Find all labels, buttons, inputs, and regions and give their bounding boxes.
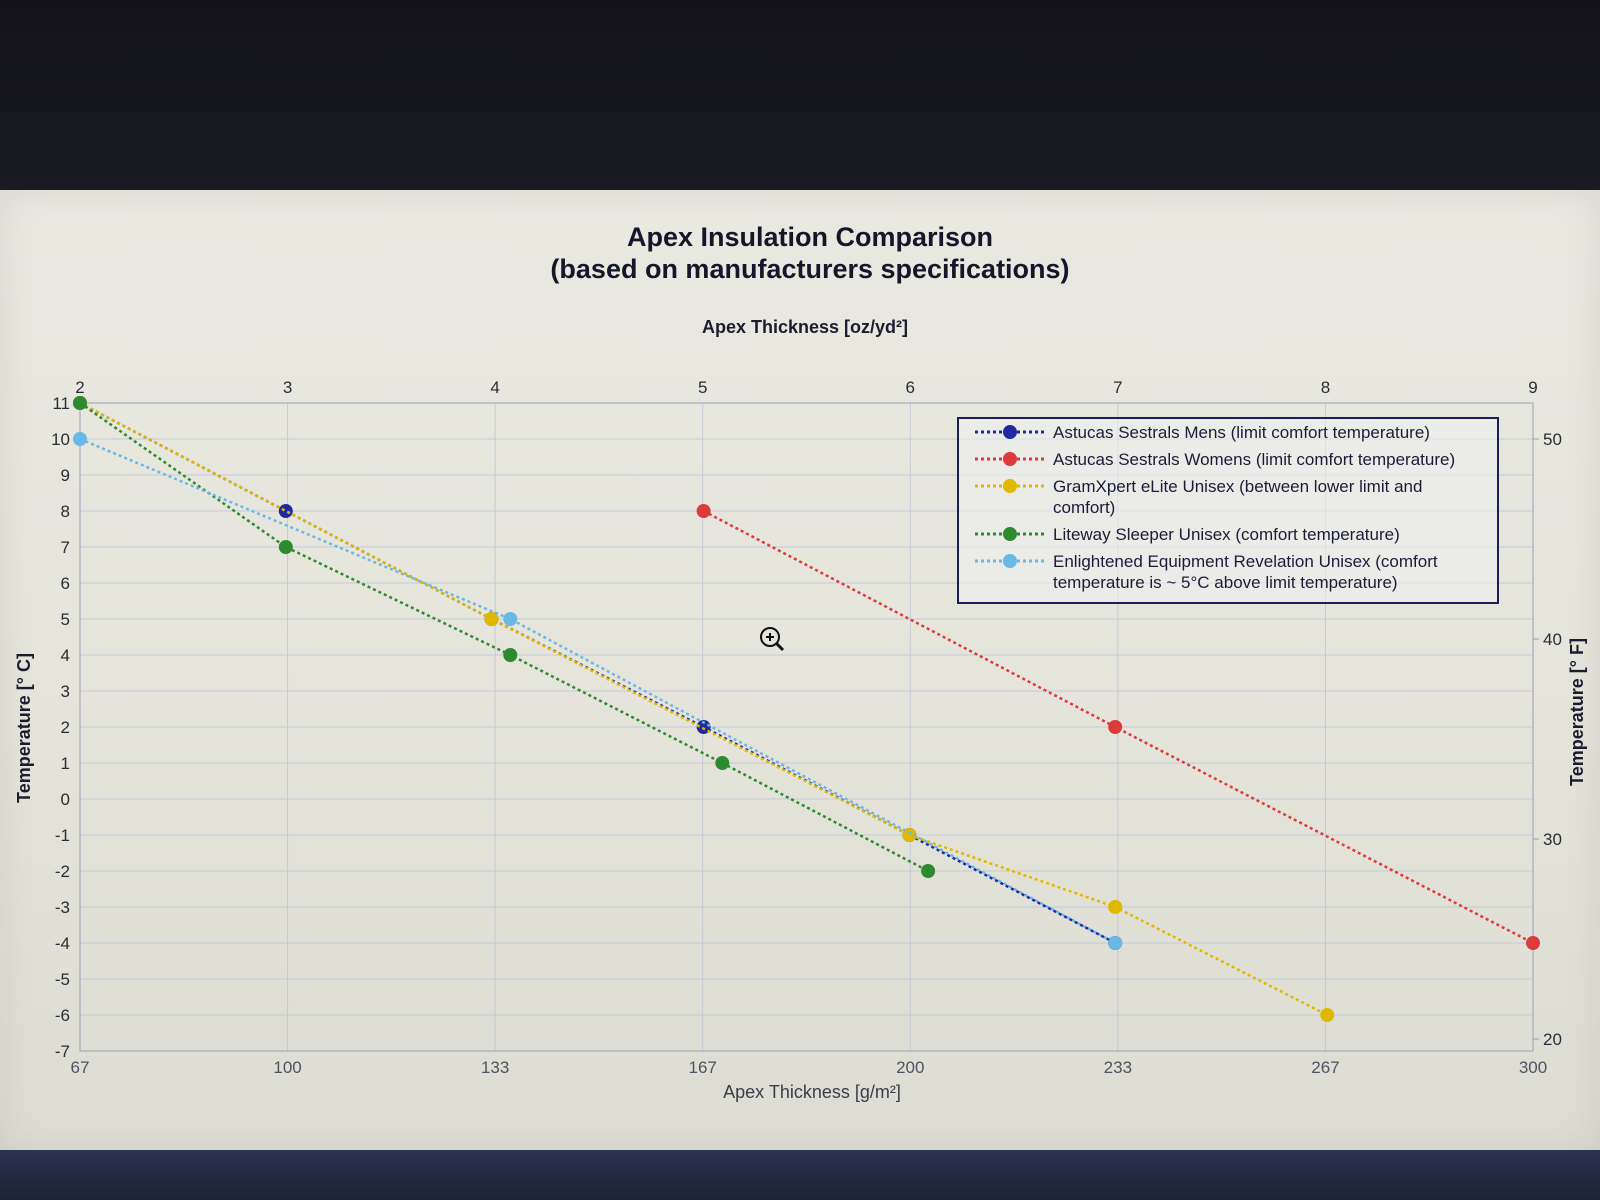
chart: Apex Insulation Comparison (based on man… (14, 222, 1587, 1102)
legend-swatch-marker (1003, 479, 1017, 493)
legend: Astucas Sestrals Mens (limit comfort tem… (957, 417, 1499, 604)
top-bezel (0, 0, 1600, 190)
legend-label: Liteway Sleeper Unisex (comfort temperat… (1053, 525, 1400, 544)
y2-tick-label: 40 (1543, 630, 1562, 649)
series-point (1108, 936, 1123, 950)
series-point (921, 864, 936, 878)
y-tick-label: 3 (61, 682, 70, 701)
y-tick-label: 7 (61, 538, 70, 557)
chart-subtitle: (based on manufacturers specifications) (550, 254, 1069, 284)
x2-tick-label: 7 (1113, 378, 1122, 397)
series-point (278, 540, 293, 554)
zoom-cursor-icon (760, 627, 785, 652)
legend-swatch-marker (1003, 452, 1017, 466)
x2-tick-label: 5 (698, 378, 707, 397)
right-axis-title: Temperature [° F] (1567, 638, 1587, 786)
y-tick-label: 6 (61, 574, 70, 593)
y2-tick-label: 20 (1543, 1030, 1562, 1049)
legend-swatch-marker (1003, 554, 1017, 568)
x-tick-label: 233 (1104, 1058, 1132, 1077)
legend-label: GramXpert eLite Unisex (between lower li… (1053, 477, 1422, 517)
series-point (503, 648, 518, 662)
series-point (696, 720, 711, 734)
legend-label: Enlightened Equipment Revelation Unisex … (1053, 552, 1438, 592)
y2-tick-label: 50 (1543, 430, 1562, 449)
plot-frame (79, 402, 1534, 1052)
y-tick-label: -4 (55, 934, 70, 953)
series-layer (73, 396, 1540, 1022)
y-tick-label: -2 (55, 862, 70, 881)
series-point (278, 504, 293, 518)
series-point (73, 432, 87, 446)
top-axis-title: Apex Thickness [oz/yd²] (702, 317, 908, 337)
series-point (73, 396, 87, 410)
x2-tick-label: 4 (490, 378, 499, 397)
y-tick-label: 2 (61, 718, 70, 737)
y-tick-label: -6 (55, 1006, 70, 1025)
x-tick-label: 100 (273, 1058, 301, 1077)
series-line (79, 401, 929, 873)
y-tick-label: 5 (61, 610, 70, 629)
y-tick-label: -1 (55, 826, 70, 845)
y2-tick-label: 30 (1543, 830, 1562, 849)
y-tick-label: 4 (61, 646, 70, 665)
legend-swatch-marker (1003, 527, 1017, 541)
y-tick-label: 8 (61, 502, 70, 521)
series-point (696, 504, 711, 518)
screen: Apex Insulation Comparison (based on man… (0, 190, 1600, 1155)
y-tick-label: 9 (61, 466, 70, 485)
series-point (1108, 720, 1123, 734)
x-tick-label: 67 (71, 1058, 90, 1077)
y-tick-label: 0 (61, 790, 70, 809)
bottom-axis-title: Apex Thickness [g/m²] (723, 1082, 901, 1102)
y-tick-label: 11 (52, 394, 70, 413)
series-point (902, 828, 917, 842)
x-tick-label: 267 (1311, 1058, 1339, 1077)
legend-label: Astucas Sestrals Womens (limit comfort t… (1053, 450, 1455, 469)
y-tick-label: 1 (61, 754, 70, 773)
legend-box (957, 417, 1499, 604)
legend-label: Astucas Sestrals Mens (limit comfort tem… (1053, 423, 1430, 442)
x-tick-label: 167 (689, 1058, 717, 1077)
x2-tick-label: 2 (75, 378, 84, 397)
series-point (715, 756, 730, 770)
x-tick-label: 200 (896, 1058, 924, 1077)
x2-tick-label: 8 (1321, 378, 1330, 397)
series-line (79, 401, 1328, 1017)
legend-swatch-marker (1003, 425, 1017, 439)
series-point (1108, 900, 1123, 914)
series-point (1526, 936, 1540, 950)
series-point (484, 612, 499, 626)
series-point (1320, 1008, 1335, 1022)
left-axis-title: Temperature [° C] (14, 653, 34, 803)
x2-tick-label: 3 (283, 378, 292, 397)
x2-tick-label: 6 (906, 378, 915, 397)
chart-title: Apex Insulation Comparison (627, 222, 993, 252)
x-tick-label: 300 (1519, 1058, 1547, 1077)
x2-tick-label: 9 (1528, 378, 1537, 397)
y-tick-label: 10 (51, 430, 70, 449)
y-tick-label: -5 (55, 970, 70, 989)
y-tick-label: -7 (55, 1042, 70, 1061)
bottom-bezel (0, 1150, 1600, 1200)
series-point (503, 612, 518, 626)
y-tick-label: -3 (55, 898, 70, 917)
x-tick-label: 133 (481, 1058, 509, 1077)
